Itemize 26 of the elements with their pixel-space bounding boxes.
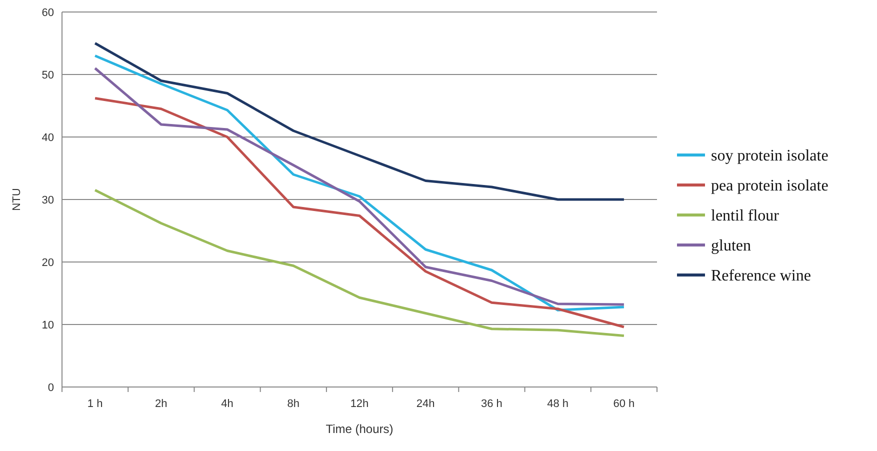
- line-series: [94, 188, 626, 337]
- y-tick-label: 40: [42, 132, 54, 144]
- line-series: [94, 97, 626, 328]
- x-tick-label: 2h: [155, 398, 168, 410]
- y-tick-label: 50: [42, 69, 54, 82]
- legend-label: soy protein isolate: [711, 148, 828, 165]
- x-axis-title: Time (hours): [326, 422, 394, 436]
- x-tick-label: 8h: [287, 398, 300, 410]
- y-tick-label: 30: [42, 194, 54, 206]
- y-tick-label: 10: [42, 319, 54, 332]
- legend-label: lentil flour: [711, 208, 780, 225]
- x-tick-label: 4h: [221, 398, 234, 410]
- y-tick-label: 60: [42, 6, 54, 19]
- y-axis-title: NTU: [11, 188, 23, 211]
- x-tick-label: 12h: [350, 398, 369, 410]
- y-tick-label: 20: [42, 256, 54, 269]
- legend-label: gluten: [711, 238, 751, 255]
- legend-label: pea protein isolate: [711, 178, 828, 195]
- y-tick-label: 0: [48, 382, 54, 394]
- x-tick-label: 36 h: [481, 398, 502, 410]
- x-tick-label: 48 h: [547, 398, 569, 410]
- x-tick-label: 60 h: [613, 398, 635, 410]
- line-series: [94, 42, 626, 201]
- x-tick-label: 1 h: [87, 398, 103, 410]
- legend-label: Reference wine: [711, 268, 811, 285]
- x-tick-label: 24h: [416, 398, 435, 410]
